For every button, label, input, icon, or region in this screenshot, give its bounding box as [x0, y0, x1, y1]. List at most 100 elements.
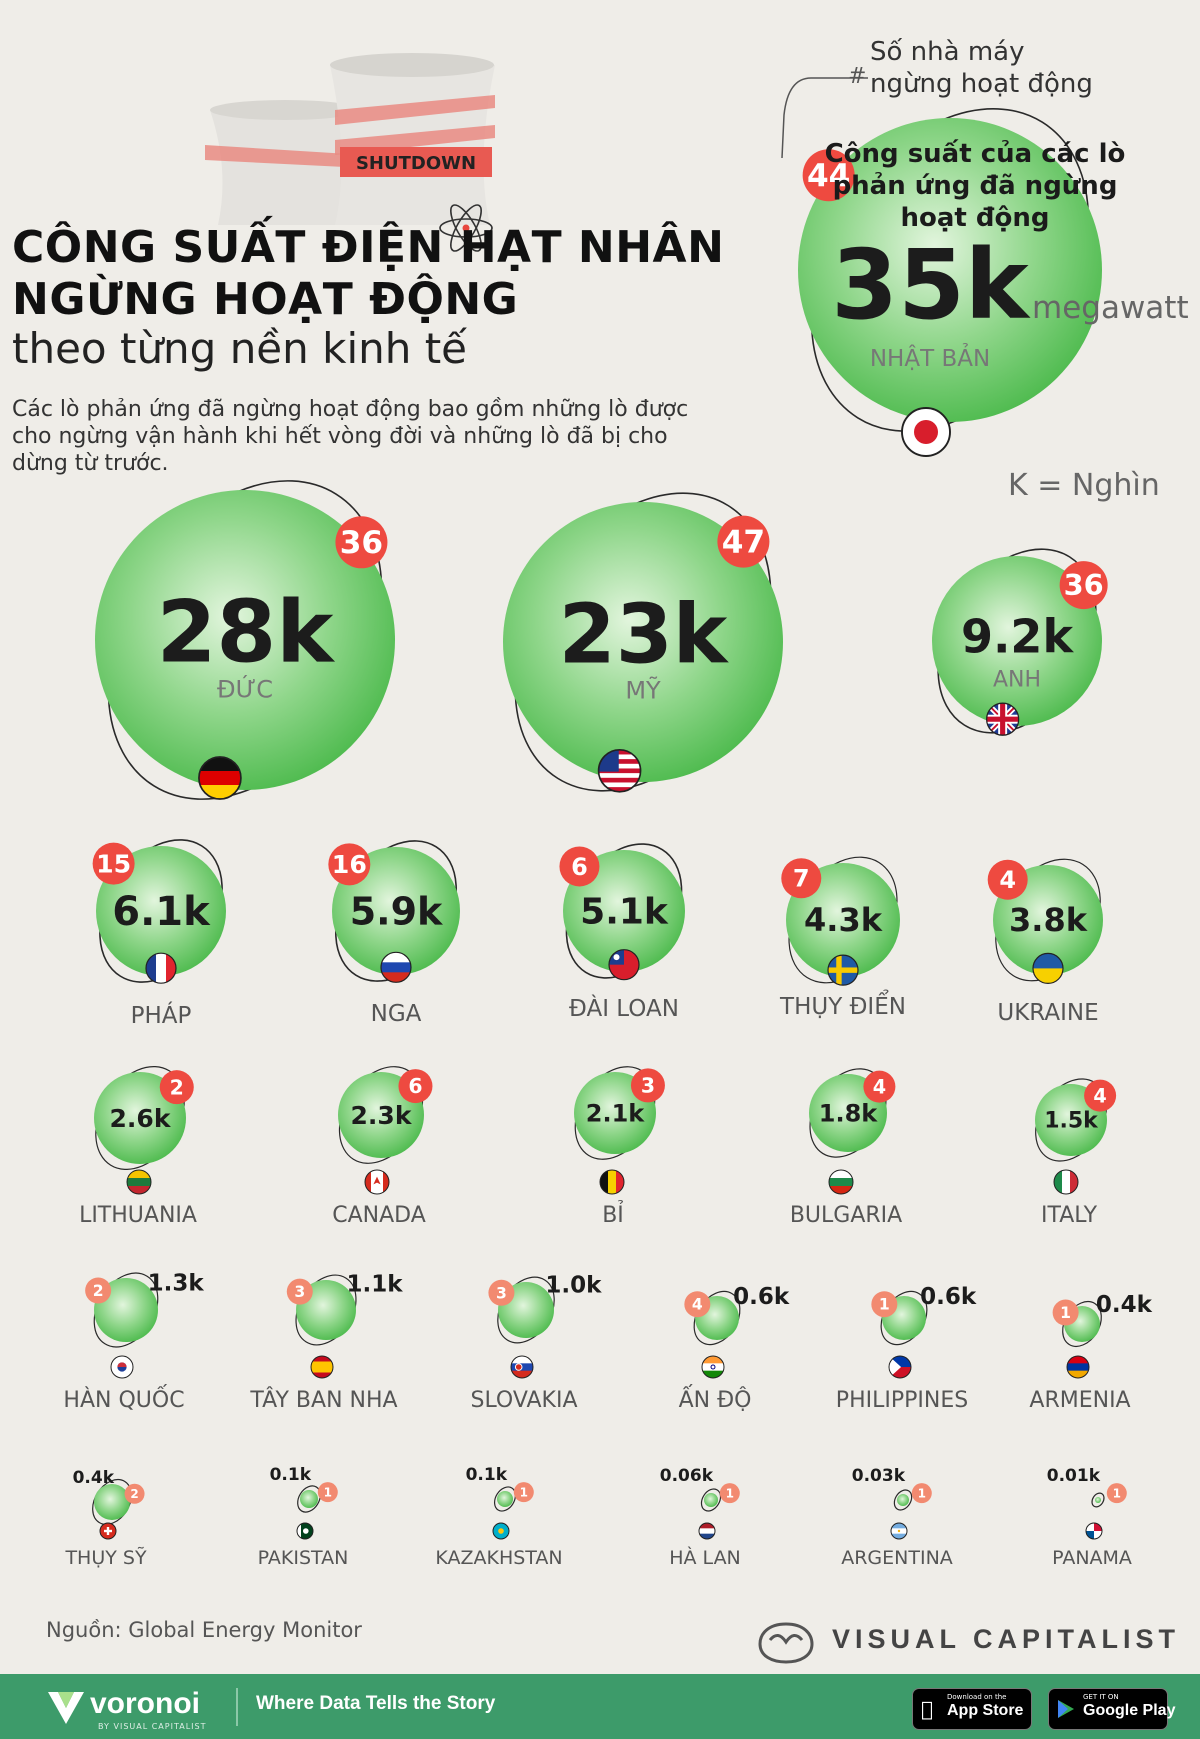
reactor-badge-my: 47: [717, 515, 770, 568]
reactor-count-thuy-sy: 2: [130, 1487, 138, 1501]
reactor-badge-nhat-ban: 44: [802, 149, 855, 202]
bubble-kazakhstan: 1 0.1k KAZAKHSTAN: [435, 1465, 562, 1569]
reactor-count-philippines: 1: [879, 1296, 890, 1314]
country-label-duc: ĐỨC: [217, 674, 273, 704]
country-label-anh: ANH: [993, 668, 1041, 693]
reactor-count-argentina: 1: [918, 1486, 926, 1500]
reactor-badge-bulgaria: 4: [863, 1070, 896, 1103]
title-line-2: NGỪNG HOẠT ĐỘNG: [12, 274, 519, 325]
capacity-value-ukraine: 3.8k: [1009, 901, 1088, 939]
reactor-badge-tay-ban-nha: 3: [286, 1278, 313, 1305]
capacity-value-panama: 0.01k: [1047, 1466, 1101, 1486]
capacity-value-anh: 9.2k: [961, 610, 1074, 664]
country-label-canada: CANADA: [332, 1203, 426, 1228]
bubble-mark-ha-lan: [704, 1493, 718, 1507]
reactor-badge-ukraine: 4: [987, 859, 1028, 900]
legend-capacity-label: Công suất của các lò phản ứng đã ngừng h…: [824, 139, 1126, 233]
france-flag-icon: [145, 952, 177, 984]
bubble-bulgaria: 41.8k BULGARIA: [790, 1068, 902, 1228]
visual-capitalist-logo-icon: [758, 1622, 814, 1664]
reactor-badge-phap: 15: [92, 842, 135, 885]
bubble-mark-my: [503, 502, 783, 782]
bubble-mark-phap: [96, 846, 226, 976]
orbit-argentina: [893, 1489, 913, 1511]
bubble-mark-anh: [932, 556, 1102, 726]
reactor-badge-duc: 36: [335, 516, 388, 569]
reactor-badge-nga: 16: [328, 843, 371, 886]
page-title: CÔNG SUẤT ĐIỆN HẠT NHÂN NGỪNG HOẠT ĐỘNG: [12, 222, 724, 326]
bubble-phap: 15 6.1k PHÁP: [92, 839, 226, 1029]
ukraine-flag-icon: [1032, 952, 1064, 985]
reactor-count-anh: 36: [1064, 568, 1104, 602]
country-label-dai-loan: ĐÀI LOAN: [569, 994, 679, 1022]
philippines-flag-icon: [888, 1355, 912, 1379]
reactor-badge-philippines: 1: [871, 1291, 898, 1318]
reactor-count-ukraine: 4: [999, 866, 1016, 894]
capacity-value-ha-lan: 0.06k: [660, 1466, 714, 1486]
country-label-tay-ban-nha: TÂY BAN NHA: [249, 1387, 397, 1413]
reactor-count-pakistan: 1: [324, 1485, 332, 1499]
reactor-count-kazakhstan: 1: [520, 1485, 528, 1499]
russia-flag-icon: [380, 951, 412, 983]
reactor-badge-han-quoc: 2: [85, 1277, 112, 1304]
slovakia-flag-icon: [510, 1355, 534, 1379]
voronoi-brand[interactable]: voronoi: [90, 1687, 200, 1720]
reactor-badge-ha-lan: 1: [719, 1483, 740, 1504]
bubble-armenia: 1 0.4k ARMENIA: [1029, 1292, 1152, 1413]
switzerland-flag-icon: [99, 1522, 117, 1540]
bubble-mark-thuy-sy: [94, 1484, 130, 1520]
bubble-ukraine: 4 3.8k UKRAINE: [987, 858, 1103, 1026]
google-play-button[interactable]: GET IT ON Google Play: [1048, 1688, 1175, 1730]
visual-capitalist-logo: VISUAL CAPITALIST: [832, 1624, 1181, 1654]
reactor-badge-italy: 4: [1084, 1079, 1117, 1112]
india-flag-icon: [701, 1355, 725, 1379]
reactor-badge-bi: 3: [630, 1068, 665, 1103]
capacity-value-duc: 28k: [157, 583, 336, 683]
bubble-italy: 41.5k ITALY: [1035, 1078, 1117, 1228]
armenia-flag-icon: [1066, 1355, 1090, 1379]
canada-flag-icon: [364, 1169, 390, 1195]
bubble-mark-pakistan: [300, 1490, 318, 1508]
usa-flag-icon: [597, 748, 642, 793]
japan-flag-icon: [901, 407, 951, 457]
reactor-count-tay-ban-nha: 3: [294, 1283, 305, 1301]
reactor-badge-thuy-sy: 2: [124, 1483, 145, 1504]
reactor-count-phap: 15: [96, 849, 131, 878]
country-label-lithuania: LITHUANIA: [79, 1203, 197, 1228]
capacity-value-lithuania: 2.6k: [110, 1104, 172, 1133]
description: Các lò phản ứng đã ngừng hoạt động bao g…: [12, 397, 689, 476]
bubble-philippines: 1 0.6k PHILIPPINES: [836, 1284, 977, 1413]
bubble-canada: 6 2.3k CANADA: [332, 1066, 433, 1228]
bubble-dai-loan: 6 5.1k ĐÀI LOAN: [559, 843, 685, 1022]
italy-flag-icon: [1053, 1169, 1079, 1195]
country-label-bi: BỈ: [602, 1201, 624, 1228]
country-label-thuy-dien: THỤY ĐIỂN: [779, 990, 906, 1020]
argentina-flag-icon: [890, 1522, 908, 1540]
bubble-mark-nhat-ban: [798, 118, 1102, 422]
k-note: K = Nghìn: [1008, 468, 1160, 503]
south-korea-flag-icon: [110, 1355, 134, 1379]
capacity-value-dai-loan: 5.1k: [580, 892, 669, 933]
reactor-count-nhat-ban: 44: [807, 158, 850, 194]
bubble-an-do: 4 0.6k ẤN ĐỘ: [679, 1284, 790, 1413]
atom-icon: [439, 204, 493, 252]
netherlands-flag-icon: [698, 1522, 716, 1540]
orbit-kazakhstan: [493, 1486, 517, 1512]
app-store-button[interactable]:  Download on the App Store: [912, 1688, 1032, 1730]
country-label-italy: ITALY: [1041, 1203, 1098, 1228]
voronoi-logo-icon: [48, 1692, 84, 1724]
country-label-nhat-ban: NHẬT BẢN: [870, 343, 990, 372]
reactor-badge-argentina: 1: [911, 1483, 932, 1504]
bubble-mark-duc: [95, 490, 395, 790]
capacity-value-slovakia: 1.0k: [545, 1273, 602, 1299]
reactor-badge-kazakhstan: 1: [513, 1482, 534, 1503]
germany-flag-icon: [198, 756, 242, 800]
reactor-count-dai-loan: 6: [571, 853, 588, 881]
pakistan-flag-icon: [296, 1522, 314, 1540]
reactor-count-ha-lan: 1: [726, 1486, 734, 1500]
bubble-panama: 1 0.01k PANAMA: [1047, 1466, 1132, 1569]
source-note: Nguồn: Global Energy Monitor: [46, 1618, 362, 1642]
reactor-badge-panama: 1: [1106, 1483, 1127, 1504]
